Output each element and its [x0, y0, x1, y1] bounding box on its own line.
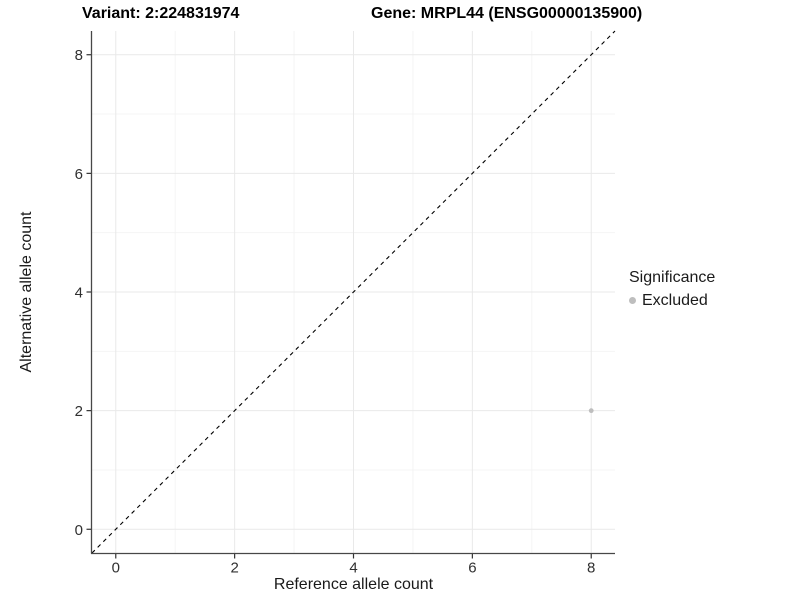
x-tick-label: 4	[349, 560, 357, 577]
legend-item-label: Excluded	[642, 291, 708, 309]
x-axis-title: Reference allele count	[273, 576, 434, 593]
x-tick-label: 6	[468, 560, 476, 577]
plot-title-gene: Gene: MRPL44 (ENSG00000135900)	[371, 5, 643, 22]
legend: Significance Excluded	[629, 268, 715, 310]
y-tick-label: 4	[75, 285, 83, 302]
identity-dashed-line	[91, 30, 616, 554]
y-tick-label: 6	[75, 166, 83, 183]
data-point	[588, 408, 594, 414]
x-tick-label: 8	[587, 560, 595, 577]
y-tick-label: 2	[75, 403, 83, 420]
x-tick-label: 2	[230, 560, 238, 577]
legend-item-excluded: Excluded	[629, 292, 715, 310]
legend-point-icon	[629, 297, 636, 305]
y-axis-title: Alternative allele count	[18, 211, 35, 373]
plot-title-variant: Variant: 2:224831974	[82, 5, 240, 22]
x-tick-label: 0	[112, 560, 120, 577]
y-tick-label: 8	[75, 47, 83, 64]
y-tick-label: 0	[75, 522, 83, 539]
legend-title: Significance	[629, 269, 716, 286]
